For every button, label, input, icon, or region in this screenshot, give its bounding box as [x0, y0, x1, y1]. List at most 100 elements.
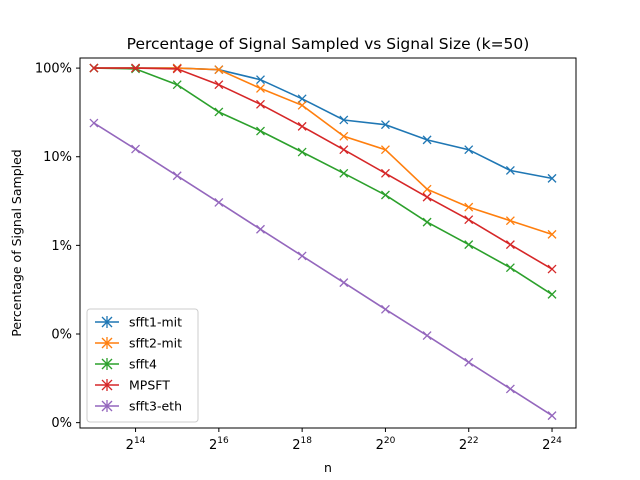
data-point-marker — [131, 63, 141, 73]
data-point — [422, 217, 432, 227]
x-tick-base: 2 — [209, 438, 217, 453]
data-point — [89, 118, 99, 128]
x-tick-exponent: 20 — [384, 436, 396, 446]
data-point — [256, 224, 265, 234]
data-point-marker — [172, 80, 182, 90]
data-point-marker — [297, 251, 307, 261]
y-tick-label: 100% — [35, 62, 72, 77]
x-tick-base: 2 — [542, 438, 550, 453]
data-point — [297, 100, 307, 110]
data-point-marker — [339, 115, 349, 125]
x-tick-label: 218 — [292, 436, 312, 453]
data-point — [547, 411, 557, 421]
data-point-marker — [339, 278, 349, 288]
data-point-marker — [464, 357, 474, 367]
data-point-marker — [256, 224, 265, 234]
data-point-marker — [89, 118, 99, 128]
data-point-marker — [380, 304, 390, 314]
data-point — [422, 135, 432, 145]
data-point — [380, 145, 390, 155]
data-point-marker — [547, 411, 557, 421]
x-tick-exponent: 16 — [217, 436, 229, 446]
data-point — [214, 107, 224, 117]
x-tick-exponent: 14 — [134, 436, 146, 446]
data-point-marker — [547, 264, 557, 274]
data-point — [464, 202, 474, 212]
data-point — [214, 65, 224, 75]
series-line — [93, 122, 553, 417]
data-point-marker — [464, 240, 474, 250]
data-point-marker — [380, 190, 390, 200]
x-tick-label: 222 — [459, 436, 479, 453]
data-point-marker — [297, 147, 307, 157]
legend-item: sfft4 — [95, 357, 157, 372]
data-point — [505, 166, 515, 175]
data-point-marker — [380, 145, 390, 155]
data-point — [131, 63, 141, 73]
series-mpsft — [89, 63, 557, 274]
data-point — [256, 83, 265, 93]
data-point — [547, 264, 557, 274]
data-point — [172, 64, 182, 74]
data-point — [297, 121, 307, 131]
data-point — [505, 240, 515, 250]
legend-item: sfft3-eth — [95, 399, 182, 414]
data-point — [464, 145, 474, 155]
data-point-marker — [547, 173, 557, 183]
data-point-marker — [464, 145, 474, 155]
data-point — [422, 331, 432, 341]
data-point — [256, 99, 265, 109]
data-point-marker — [214, 197, 224, 207]
data-point — [547, 173, 557, 183]
data-point — [422, 192, 432, 202]
data-point — [464, 215, 474, 225]
x-tick-label: 224 — [542, 436, 562, 453]
data-point — [214, 80, 224, 90]
data-point-marker — [505, 384, 515, 394]
data-point-marker — [172, 64, 182, 74]
data-point-marker — [89, 63, 99, 73]
y-tick-label: 1% — [51, 239, 72, 254]
x-tick-label: 214 — [126, 436, 146, 453]
data-point-marker — [505, 166, 515, 175]
data-point — [339, 115, 349, 125]
data-point-marker — [422, 184, 432, 194]
data-point — [547, 289, 557, 299]
data-point — [297, 147, 307, 157]
data-point-marker — [505, 216, 515, 226]
x-tick-base: 2 — [126, 438, 134, 453]
data-point — [464, 240, 474, 250]
data-point — [380, 120, 390, 130]
data-point-marker — [214, 107, 224, 117]
data-point — [464, 357, 474, 367]
data-point — [339, 168, 349, 178]
legend-item: MPSFT — [95, 378, 170, 393]
data-point — [256, 75, 265, 85]
legend-label: sfft1-mit — [129, 315, 182, 330]
data-point — [339, 278, 349, 288]
data-point-marker — [297, 94, 307, 104]
data-point — [505, 263, 515, 273]
data-point — [256, 126, 265, 136]
x-tick-label: 220 — [376, 436, 396, 453]
x-tick-exponent: 24 — [550, 436, 562, 446]
chart-title: Percentage of Signal Sampled vs Signal S… — [127, 35, 530, 53]
data-point-marker — [256, 99, 265, 109]
x-tick-exponent: 18 — [301, 436, 313, 446]
x-tick-base: 2 — [459, 438, 467, 453]
legend-label: sfft4 — [129, 357, 157, 372]
x-tick-label: 216 — [209, 436, 229, 453]
x-tick-exponent: 22 — [467, 436, 478, 446]
data-point-marker — [464, 215, 474, 225]
x-tick-base: 2 — [292, 438, 300, 453]
y-tick-label: 0% — [51, 328, 72, 343]
y-axis-label: Percentage of Signal Sampled — [9, 149, 24, 337]
data-point-marker — [256, 75, 265, 85]
data-point-marker — [505, 240, 515, 250]
x-axis-label: n — [324, 460, 332, 475]
data-point — [297, 251, 307, 261]
data-point — [380, 304, 390, 314]
data-point-marker — [422, 135, 432, 145]
